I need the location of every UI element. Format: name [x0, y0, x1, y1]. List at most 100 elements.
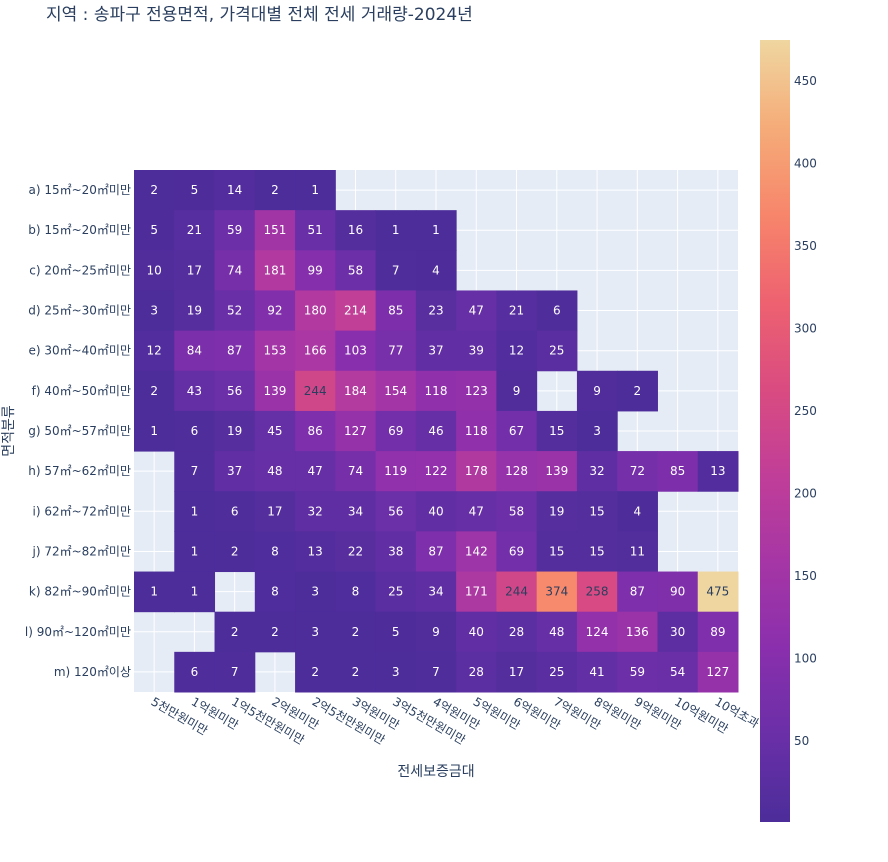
cell-value-label: 30: [670, 625, 685, 639]
heatmap-cell: [657, 651, 699, 693]
cell-value-label: 34: [348, 504, 363, 518]
cell-value-label: 12: [146, 344, 161, 358]
heatmap-cell: [295, 531, 336, 573]
heatmap-cell: [254, 451, 296, 492]
cell-value-label: 1: [392, 223, 400, 237]
cell-value-label: 118: [465, 424, 488, 438]
heatmap-cell: [456, 330, 497, 372]
y-tick-label: l) 90㎡~120㎡미만: [25, 625, 131, 639]
cell-value-label: 1: [311, 183, 319, 197]
cell-value-label: 153: [263, 344, 286, 358]
cell-value-label: 2: [271, 625, 279, 639]
cell-value-label: 23: [428, 304, 443, 318]
cell-value-label: 12: [509, 344, 524, 358]
cell-value-label: 8: [271, 544, 279, 558]
cell-value-label: 154: [384, 384, 407, 398]
heatmap-cell: [496, 370, 538, 412]
cell-value-label: 21: [509, 304, 524, 318]
cell-value-label: 8: [271, 585, 279, 599]
heatmap-cell: [134, 210, 175, 251]
heatmap-cell: [134, 410, 175, 452]
cell-value-label: 51: [308, 223, 323, 237]
cell-value-label: 244: [505, 585, 528, 599]
cell-value-label: 5: [191, 183, 199, 197]
heatmap-cell: [415, 410, 457, 452]
cell-value-label: 72: [630, 464, 645, 478]
y-tick-label: b) 15㎡~20㎡미만: [28, 223, 131, 237]
cell-value-label: 1: [191, 504, 199, 518]
heatmap-cell: [536, 531, 578, 573]
heatmap-cell: [174, 290, 216, 332]
heatmap-cell: [174, 571, 216, 613]
heatmap-cell: [415, 250, 457, 291]
cell-value-label: 184: [344, 384, 367, 398]
heatmap-cells: [134, 170, 739, 693]
heatmap-cell: [335, 410, 377, 452]
cell-value-label: 74: [348, 464, 363, 478]
cell-value-label: 25: [549, 665, 564, 679]
cell-value-label: 1: [432, 223, 440, 237]
heatmap-cell: [295, 611, 336, 653]
heatmap-cell: [415, 370, 457, 412]
cell-value-label: 59: [630, 665, 645, 679]
heatmap-cell: [335, 210, 377, 251]
cell-value-label: 59: [227, 223, 242, 237]
heatmap-cell: [576, 370, 618, 412]
cell-value-label: 3: [311, 585, 319, 599]
heatmap-cell: [174, 250, 216, 291]
x-axis-ticks: 5천만원미만1억원미만1억5천만원미만2억원미만2억5천만원미만3억원미만3억5…: [149, 694, 762, 748]
heatmap-cell: [375, 290, 417, 332]
heatmap-cell: [134, 250, 175, 291]
y-tick-label: m) 120㎡이상: [54, 665, 131, 679]
heatmap-cell: [657, 451, 699, 492]
cell-value-label: 21: [187, 223, 202, 237]
cell-value-label: 47: [308, 464, 323, 478]
heatmap-cell: [375, 611, 417, 653]
heatmap-cell: [496, 531, 538, 573]
cell-value-label: 2: [634, 384, 642, 398]
heatmap-cell: [214, 250, 256, 291]
heatmap-cell: [496, 290, 538, 332]
heatmap-cell: [496, 451, 538, 492]
colorbar-tick-label: 50: [794, 734, 809, 748]
cell-value-label: 124: [586, 625, 609, 639]
cell-value-label: 178: [465, 464, 488, 478]
heatmap-cell: [254, 170, 296, 211]
heatmap-cell: [456, 290, 497, 332]
cell-value-label: 15: [589, 504, 604, 518]
heatmap-cell: [456, 491, 497, 532]
chart-title: 지역 : 송파구 전용면적, 가격대별 전체 전세 거래량-2024년: [46, 5, 473, 25]
heatmap-cell: [496, 571, 538, 613]
y-axis-title: 면적분류: [1, 405, 17, 457]
cell-value-label: 6: [553, 304, 561, 318]
heatmap-cell: [214, 491, 256, 532]
cell-value-label: 45: [267, 424, 282, 438]
heatmap-cell: [134, 330, 175, 372]
cell-value-label: 8: [352, 585, 360, 599]
heatmap-cell: [335, 611, 377, 653]
heatmap-cell: [576, 571, 618, 613]
heatmap-cell: [375, 330, 417, 372]
cell-value-label: 15: [589, 544, 604, 558]
cell-value-label: 90: [670, 585, 685, 599]
cell-value-label: 13: [710, 464, 725, 478]
cell-value-label: 103: [344, 344, 367, 358]
cell-value-label: 92: [267, 304, 282, 318]
colorbar-tick-label: 100: [794, 652, 817, 666]
colorbar-tick-label: 300: [794, 322, 817, 336]
heatmap-cell: [536, 330, 578, 372]
cell-value-label: 32: [308, 504, 323, 518]
heatmap-cell: [174, 210, 216, 251]
heatmap-cell: [335, 571, 377, 613]
cell-value-label: 28: [509, 625, 524, 639]
colorbar-ticks: 50 100 150 200 250 300 350 400 450: [794, 74, 817, 748]
heatmap-cell: [697, 651, 739, 693]
heatmap-cell: [295, 451, 336, 492]
heatmap-cell: [254, 290, 296, 332]
cell-value-label: 142: [465, 544, 488, 558]
heatmap-cell: [214, 451, 256, 492]
cell-value-label: 34: [428, 585, 443, 599]
heatmap-cell: [295, 410, 336, 452]
heatmap-cell: [375, 451, 417, 492]
